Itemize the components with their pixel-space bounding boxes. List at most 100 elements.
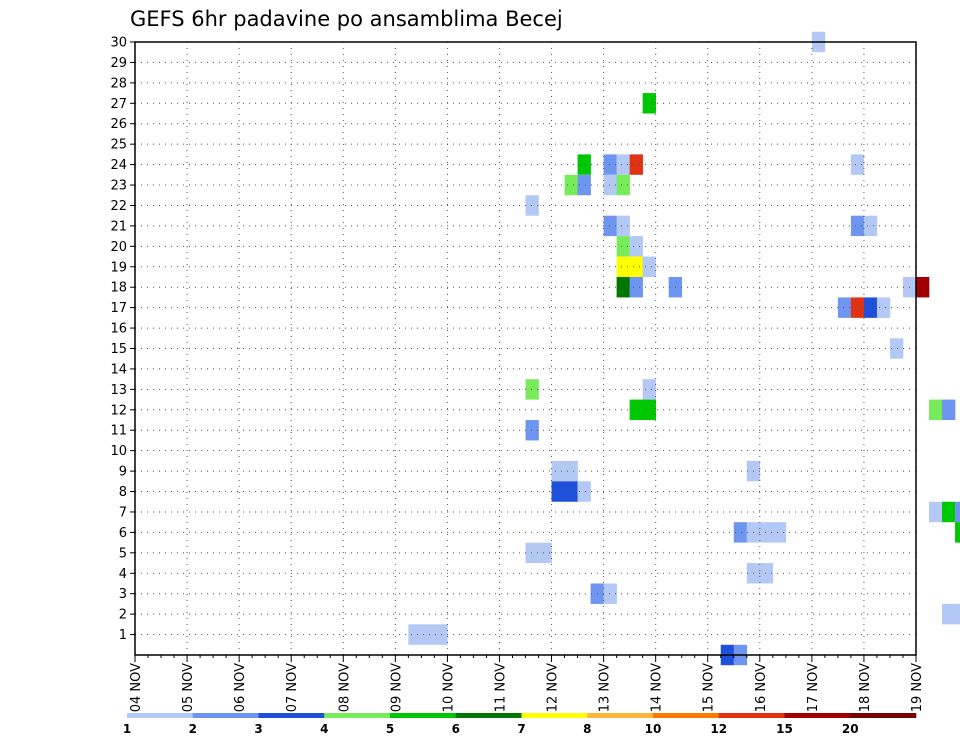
x-tick-label: 14 NOV [650,663,665,712]
colorbar-swatch [127,713,194,718]
x-tick-label: 15 NOV [702,663,717,712]
y-tick-label: 19 [110,260,127,275]
x-tick-label: 17 NOV [806,663,821,712]
grid-lines [135,41,916,655]
precip-cell [577,174,591,196]
y-tick-label: 6 [119,526,127,541]
y-tick-label: 1 [119,628,127,643]
precip-cell [863,297,878,318]
precip-cell [889,338,904,359]
precip-cell [863,215,878,237]
x-tick-label: 07 NOV [285,663,300,712]
y-tick-label: 23 [110,179,127,194]
precip-cell [876,297,891,318]
precip-cell [955,501,960,523]
colorbar-label: 15 [776,722,793,736]
colorbar-swatch [324,713,391,718]
y-tick-label: 20 [110,240,127,255]
precip-cell [564,174,578,196]
precip-cell [616,215,630,237]
colorbar-swatch [390,713,457,718]
y-axis-ticks: 1234567891011121314151617181920212223242… [110,36,135,643]
y-tick-label: 13 [110,383,127,398]
precip-cell [746,522,787,543]
x-tick-label: 04 NOV [129,663,144,712]
precip-cell [616,236,630,257]
y-tick-label: 29 [110,56,127,71]
x-tick-label: 05 NOV [181,663,196,712]
precip-cell [603,174,617,196]
colorbar-swatch [258,713,325,718]
precip-cell [850,154,865,175]
x-tick-label: 10 NOV [441,663,456,712]
colorbar-swatch [192,713,259,718]
precip-cell [525,420,539,441]
precip-cell [408,624,448,645]
x-tick-label: 16 NOV [754,663,769,712]
x-axis-ticks: 04 NOV 05 NOV 06 NOV 07 NOV 08 NOV 09 NOV 10 N… [129,655,925,712]
y-tick-label: 2 [119,608,127,623]
y-tick-label: 17 [110,301,127,316]
colorbar-label: 8 [583,722,591,736]
precip-cell [525,195,539,216]
precip-cell [525,379,539,400]
precip-cell [603,154,617,175]
y-tick-label: 25 [110,138,127,153]
x-tick-label: 12 NOV [546,663,561,712]
colorbar-label: 2 [189,722,197,736]
y-tick-label: 5 [119,546,127,561]
colorbar-label: 1 [123,722,131,736]
y-tick-label: 12 [110,403,127,418]
precip-cell [942,603,960,625]
y-tick-label: 30 [110,36,127,51]
x-tick-label: 09 NOV [389,663,404,712]
y-tick-label: 26 [110,117,127,132]
precip-cell [551,460,578,482]
colorbar-swatch [587,713,654,718]
x-tick-label: 18 NOV [858,663,873,712]
y-tick-label: 16 [110,322,127,337]
precip-cell [955,522,960,543]
precip-cell [577,481,591,502]
colorbar-label: 4 [320,722,328,736]
precip-cell [942,501,956,523]
y-tick-label: 3 [119,587,127,602]
colorbar-label: 3 [254,722,262,736]
y-tick-label: 10 [110,444,127,459]
colorbar-label: 5 [386,722,394,736]
y-tick-label: 11 [110,424,127,439]
colorbar-swatch [850,713,917,718]
precip-cell [603,583,617,604]
precip-cell [850,215,865,237]
colorbar-label: 20 [842,722,859,736]
precip-cell [642,93,656,114]
precip-cell [525,542,552,564]
precip-cell [616,174,630,196]
y-tick-label: 22 [110,199,127,214]
y-tick-label: 24 [110,158,127,173]
colorbar-label: 7 [517,722,525,736]
precip-cell [616,256,643,277]
precip-cell [929,399,943,421]
data-cells [408,31,960,666]
precip-cell [942,399,956,421]
colorbar-label: 10 [645,722,662,736]
precip-cell [629,276,643,298]
y-tick-label: 15 [110,342,127,357]
precip-cell [837,297,852,318]
colorbar-label: 6 [452,722,460,736]
y-tick-label: 4 [119,567,127,582]
precip-cell [616,154,630,175]
x-tick-label: 11 NOV [493,663,508,712]
precip-cell [642,256,656,277]
precip-cell [629,399,656,421]
colorbar-swatch [653,713,720,718]
y-tick-label: 28 [110,76,127,91]
x-tick-label: 06 NOV [233,663,248,712]
colorbar-swatch [455,713,522,718]
precip-cell [642,379,656,400]
precip-cell [916,276,930,298]
x-tick-label: 08 NOV [337,663,352,712]
chart-title: GEFS 6hr padavine po ansamblima Becej [130,7,563,31]
